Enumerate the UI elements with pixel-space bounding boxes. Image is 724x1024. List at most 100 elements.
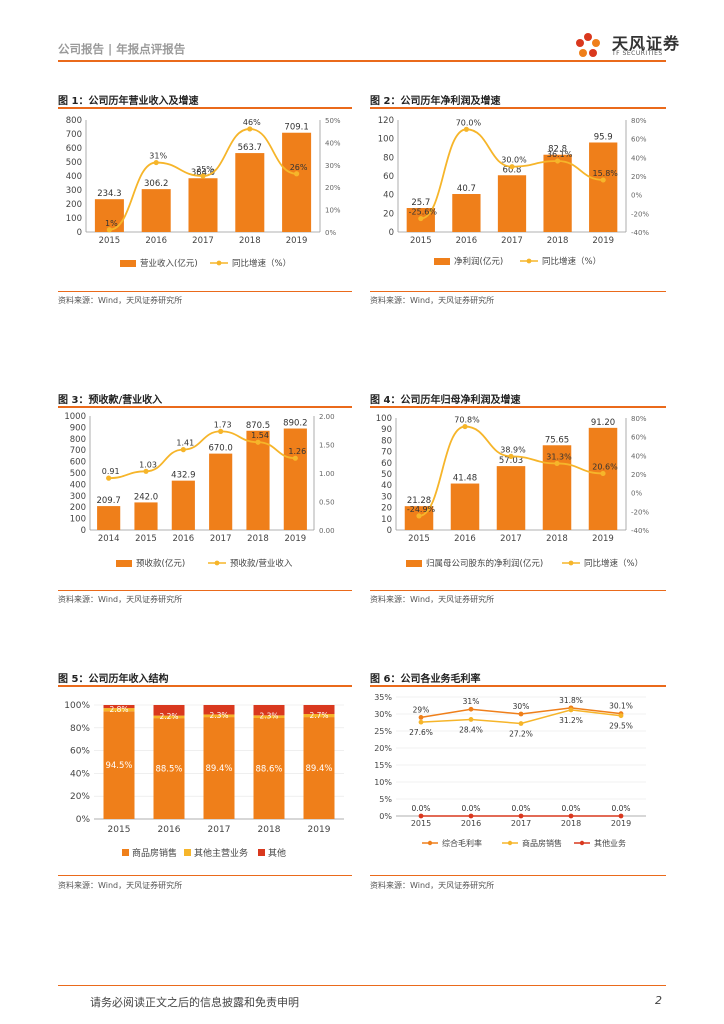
growth-point <box>462 423 468 430</box>
fig1-title: 图 1：公司历年营业收入及增速 <box>58 96 199 107</box>
y-right-tick-label: 80% <box>631 117 647 125</box>
other-main-share-label: 2.7% <box>309 711 328 720</box>
legend-bar-label: 预收款(亿元) <box>136 558 185 569</box>
y-tick-label: 35% <box>374 693 392 702</box>
fig4-title: 图 4：公司历年归母净利润及增速 <box>370 395 521 406</box>
x-tick-label: 2018 <box>239 236 261 246</box>
bar-value-label: 209.7 <box>96 496 120 506</box>
growth-point <box>554 460 560 467</box>
sales-segment <box>103 711 135 819</box>
y-left-tick-label: 600 <box>66 144 82 154</box>
legend-marker <box>427 840 433 846</box>
growth-line <box>420 128 604 220</box>
growth-value-label: 15.8% <box>592 169 618 178</box>
legend-label: 综合毛利率 <box>442 838 482 848</box>
legend-line-label: 同比增速（%） <box>232 258 291 269</box>
x-tick-label: 2015 <box>108 825 131 835</box>
fig2-title: 图 2：公司历年净利润及增速 <box>370 96 501 107</box>
growth-value-label: 0.91 <box>102 467 120 476</box>
y-left-tick-label: 1000 <box>64 412 86 422</box>
growth-value-label: 20.6% <box>592 462 618 471</box>
y-left-tick-label: 80 <box>381 436 392 446</box>
legend-line-marker <box>526 258 532 264</box>
bar-value-label: 890.2 <box>283 419 307 429</box>
bar <box>589 142 618 232</box>
bar-value-label: 82.8 <box>548 145 567 155</box>
fig1-source: 资料来源：Wind，天风证券研究所 <box>58 296 183 305</box>
y-right-tick-label: 40% <box>631 154 647 162</box>
y-right-tick-label: 10% <box>325 207 341 215</box>
growth-value-label: 1.26 <box>288 447 306 456</box>
y-tick-label: 0% <box>379 812 392 821</box>
bar <box>246 430 270 530</box>
bar-value-label: 95.9 <box>594 132 613 142</box>
other-main-segment <box>303 714 335 718</box>
x-tick-label: 2015 <box>99 236 121 246</box>
bar <box>134 502 158 530</box>
growth-point <box>600 470 606 477</box>
y-left-tick-label: 700 <box>70 446 86 456</box>
y-left-tick-label: 0 <box>77 228 82 238</box>
x-tick-label: 2019 <box>592 534 614 544</box>
growth-value-label: 36.1% <box>547 150 573 159</box>
sales-margin-value-label: 29.5% <box>609 722 633 731</box>
growth-value-label: 31.3% <box>546 452 572 461</box>
growth-point <box>294 171 300 177</box>
legend-swatch <box>258 849 265 856</box>
bar-value-label: 670.0 <box>208 444 232 454</box>
y-left-tick-label: 400 <box>70 480 86 490</box>
fig2-chart: 0 20 40 60 80 100 120 -40% -20% 0% 20% 40% 60% 80% 25.… <box>378 116 650 267</box>
legend-label: 其他 <box>268 847 286 859</box>
x-tick-label: 2019 <box>286 236 308 246</box>
legend-bar-swatch <box>406 560 422 567</box>
growth-point <box>218 428 224 434</box>
y-left-tick-label: 700 <box>66 130 82 140</box>
growth-value-label: -25.6% <box>409 208 438 217</box>
bar-value-label: 40.7 <box>457 184 476 194</box>
x-tick-label: 2015 <box>135 534 157 544</box>
growth-line <box>108 430 296 480</box>
legend-bar-swatch <box>116 560 132 567</box>
fig3-top-rule <box>58 406 352 408</box>
legend-bar-swatch <box>120 260 136 267</box>
y-left-tick-label: 0 <box>387 526 392 536</box>
growth-point <box>153 159 159 166</box>
y-left-tick-label: 120 <box>378 116 394 126</box>
growth-point <box>143 468 149 474</box>
legend-label: 其他业务 <box>594 838 626 848</box>
x-tick-label: 2019 <box>592 236 614 246</box>
bar-value-label: 57.03 <box>499 456 523 466</box>
sales-share-label: 89.4% <box>305 764 332 774</box>
other-margin-point <box>518 813 524 819</box>
fig4-bottom-rule <box>370 590 666 591</box>
x-tick-label: 2017 <box>500 534 522 544</box>
y-left-tick-label: 100 <box>66 214 82 224</box>
fig1-top-rule <box>58 107 352 109</box>
x-tick-label: 2018 <box>247 534 269 544</box>
sales-share-label: 88.5% <box>155 765 182 775</box>
y-tick-label: 20% <box>374 744 392 753</box>
y-tick-label: 10% <box>374 778 392 787</box>
bar-value-label: 91.20 <box>591 418 615 428</box>
other-main-segment <box>253 715 285 718</box>
y-left-tick-label: 600 <box>70 458 86 468</box>
bar-value-label: 25.7 <box>411 198 430 208</box>
y-right-tick-label: -40% <box>631 229 649 237</box>
x-tick-label: 2014 <box>98 534 120 544</box>
x-tick-label: 2018 <box>546 534 568 544</box>
other-margin-point <box>568 813 574 819</box>
fig4-source: 资料来源：Wind，天风证券研究所 <box>370 595 495 604</box>
overall-margin-value-label: 30.1% <box>609 702 633 711</box>
x-tick-label: 2017 <box>210 534 232 544</box>
y-left-tick-label: 0 <box>389 228 394 238</box>
y-left-tick-label: 200 <box>66 200 82 210</box>
other-main-share-label: 2.3% <box>259 712 278 721</box>
fig6-title: 图 6：公司各业务毛利率 <box>370 674 481 685</box>
y-tick-label: 40% <box>70 769 90 779</box>
y-left-tick-label: 400 <box>66 172 82 182</box>
fig5-bottom-rule <box>58 875 352 876</box>
fig3-title: 图 3：预收款/营业收入 <box>58 395 163 406</box>
bar-value-label: 563.7 <box>238 143 262 153</box>
bar-value-label: 21.28 <box>407 496 431 506</box>
